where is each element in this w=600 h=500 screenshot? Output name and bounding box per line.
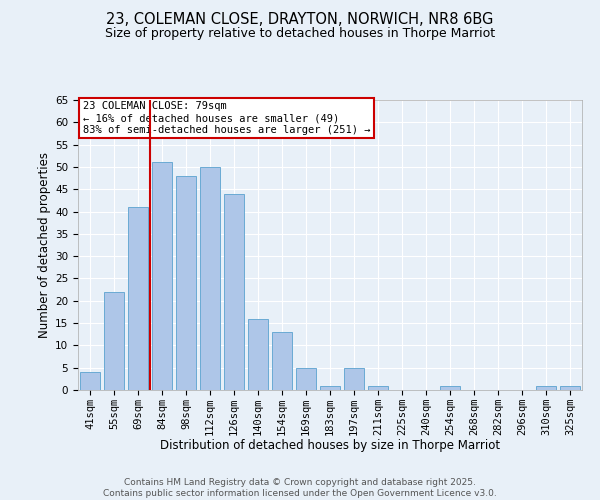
Bar	[176, 176, 196, 390]
Text: Size of property relative to detached houses in Thorpe Marriot: Size of property relative to detached ho…	[105, 28, 495, 40]
Bar	[200, 167, 220, 390]
Bar	[536, 386, 556, 390]
Bar	[224, 194, 244, 390]
X-axis label: Distribution of detached houses by size in Thorpe Marriot: Distribution of detached houses by size …	[160, 440, 500, 452]
Bar	[320, 386, 340, 390]
Bar	[80, 372, 100, 390]
Text: Contains HM Land Registry data © Crown copyright and database right 2025.
Contai: Contains HM Land Registry data © Crown c…	[103, 478, 497, 498]
Text: 23 COLEMAN CLOSE: 79sqm
← 16% of detached houses are smaller (49)
83% of semi-de: 23 COLEMAN CLOSE: 79sqm ← 16% of detache…	[83, 102, 371, 134]
Bar	[104, 292, 124, 390]
Bar	[344, 368, 364, 390]
Bar	[272, 332, 292, 390]
Bar	[560, 386, 580, 390]
Bar	[128, 207, 148, 390]
Bar	[152, 162, 172, 390]
Bar	[248, 318, 268, 390]
Y-axis label: Number of detached properties: Number of detached properties	[38, 152, 51, 338]
Bar	[296, 368, 316, 390]
Text: 23, COLEMAN CLOSE, DRAYTON, NORWICH, NR8 6BG: 23, COLEMAN CLOSE, DRAYTON, NORWICH, NR8…	[106, 12, 494, 28]
Bar	[440, 386, 460, 390]
Bar	[368, 386, 388, 390]
